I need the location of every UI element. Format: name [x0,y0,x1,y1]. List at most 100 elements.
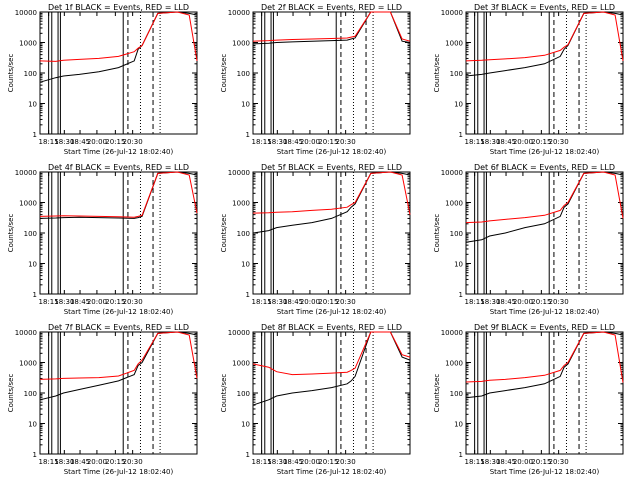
x-axis-label: Start Time (26-Jul-12 18:02:40) [64,308,174,316]
plot-frame [252,171,411,295]
x-tick-label: 20:15 [318,458,338,466]
y-tick-label: 10 [241,101,250,109]
panel-title: Det 3f BLACK = Events, RED = LLD [474,3,615,12]
y-tick-label: 1000 [445,360,463,368]
events-series-line [252,11,411,45]
panel-title: Det 8f BLACK = Events, RED = LLD [261,323,402,332]
x-tick-label: 20:00 [87,298,107,306]
y-tick-label: 100 [24,230,37,238]
panel-title: Det 4f BLACK = Events, RED = LLD [48,163,189,172]
y-tick-label: 10 [241,261,250,269]
x-tick-label: 20:15 [531,298,551,306]
y-axis-label: Counts/sec [7,54,15,93]
x-tick-label: 18:30 [480,138,500,146]
x-tick-label: 18:30 [267,458,287,466]
y-tick-label: 1 [33,131,37,139]
lld-series-line [252,11,411,42]
y-tick-label: 10000 [15,329,37,337]
plot-frame [252,11,411,135]
x-tick-label: 18:45 [70,138,90,146]
detector-panel: Det 1f BLACK = Events, RED = LLD 1 10 100 10… [7,3,198,156]
events-series-line [252,331,411,406]
lld-series-line [39,171,198,218]
plot-frame [465,171,624,295]
plot-frame [39,171,198,295]
x-tick-label: 20:15 [318,138,338,146]
lld-series-line [465,171,624,224]
y-tick-label: 10000 [15,169,37,177]
y-tick-label: 10 [454,261,463,269]
x-tick-label: 20:30 [123,458,143,466]
detector-panel: Det 6f BLACK = Events, RED = LLD 1 10 100 10… [433,163,624,316]
y-axis-label: Counts/sec [220,54,228,93]
x-tick-label: 18:45 [496,458,516,466]
y-tick-label: 1 [246,451,250,459]
y-tick-label: 10000 [441,169,463,177]
y-axis-label: Counts/sec [433,54,441,93]
x-tick-label: 18:45 [283,138,303,146]
y-tick-label: 1 [459,451,463,459]
x-tick-label: 18:30 [54,458,74,466]
lld-series-line [465,331,624,383]
lld-series-line [39,11,198,62]
y-tick-label: 1000 [232,200,250,208]
y-tick-label: 1000 [232,40,250,48]
x-tick-label: 20:30 [336,138,356,146]
panel-title: Det 9f BLACK = Events, RED = LLD [474,323,615,332]
events-series-line [465,171,624,243]
x-tick-label: 20:15 [531,458,551,466]
y-axis-label: Counts/sec [220,374,228,413]
y-tick-label: 10 [28,101,37,109]
events-series-line [39,331,198,401]
x-tick-label: 20:30 [123,138,143,146]
plot-frame [252,331,411,455]
y-tick-label: 10 [454,101,463,109]
x-axis-label: Start Time (26-Jul-12 18:02:40) [64,148,174,156]
detector-panel: Det 2f BLACK = Events, RED = LLD 1 10 100 10… [220,3,411,156]
x-tick-label: 20:30 [549,458,569,466]
x-tick-label: 20:15 [105,298,125,306]
y-axis-label: Counts/sec [220,214,228,253]
y-axis-label: Counts/sec [433,214,441,253]
x-tick-label: 20:00 [87,138,107,146]
x-axis-label: Start Time (26-Jul-12 18:02:40) [64,468,174,476]
y-tick-label: 1000 [19,200,37,208]
x-tick-label: 20:15 [105,458,125,466]
x-axis-label: Start Time (26-Jul-12 18:02:40) [277,148,387,156]
x-tick-label: 18:15 [39,458,59,466]
x-tick-label: 20:00 [300,138,320,146]
x-tick-label: 18:45 [70,458,90,466]
y-tick-label: 10 [28,261,37,269]
x-tick-label: 20:30 [549,298,569,306]
y-tick-label: 100 [24,70,37,78]
x-tick-label: 18:45 [496,298,516,306]
y-tick-label: 1000 [19,40,37,48]
x-tick-label: 20:15 [105,138,125,146]
y-tick-label: 10000 [228,329,250,337]
y-tick-label: 10 [454,421,463,429]
y-tick-label: 10 [28,421,37,429]
plot-frame [39,11,198,135]
y-tick-label: 1 [33,291,37,299]
panel-title: Det 5f BLACK = Events, RED = LLD [261,163,402,172]
y-tick-label: 10000 [15,9,37,17]
x-tick-label: 18:15 [252,298,272,306]
y-axis-label: Counts/sec [433,374,441,413]
detector-panel: Det 7f BLACK = Events, RED = LLD 1 10 100 10… [7,323,198,476]
x-tick-label: 18:15 [465,138,485,146]
x-tick-label: 18:45 [496,138,516,146]
panel-title: Det 1f BLACK = Events, RED = LLD [48,3,189,12]
y-tick-label: 1000 [445,40,463,48]
x-axis-label: Start Time (26-Jul-12 18:02:40) [277,468,387,476]
events-series-line [39,171,198,219]
x-tick-label: 20:30 [336,458,356,466]
y-tick-label: 10000 [441,9,463,17]
lld-series-line [465,11,624,62]
x-tick-label: 18:15 [252,458,272,466]
x-tick-label: 20:30 [336,298,356,306]
events-series-line [465,331,624,399]
y-axis-label: Counts/sec [7,214,15,253]
y-tick-label: 100 [450,230,463,238]
y-tick-label: 100 [450,390,463,398]
panel-title: Det 2f BLACK = Events, RED = LLD [261,3,402,12]
